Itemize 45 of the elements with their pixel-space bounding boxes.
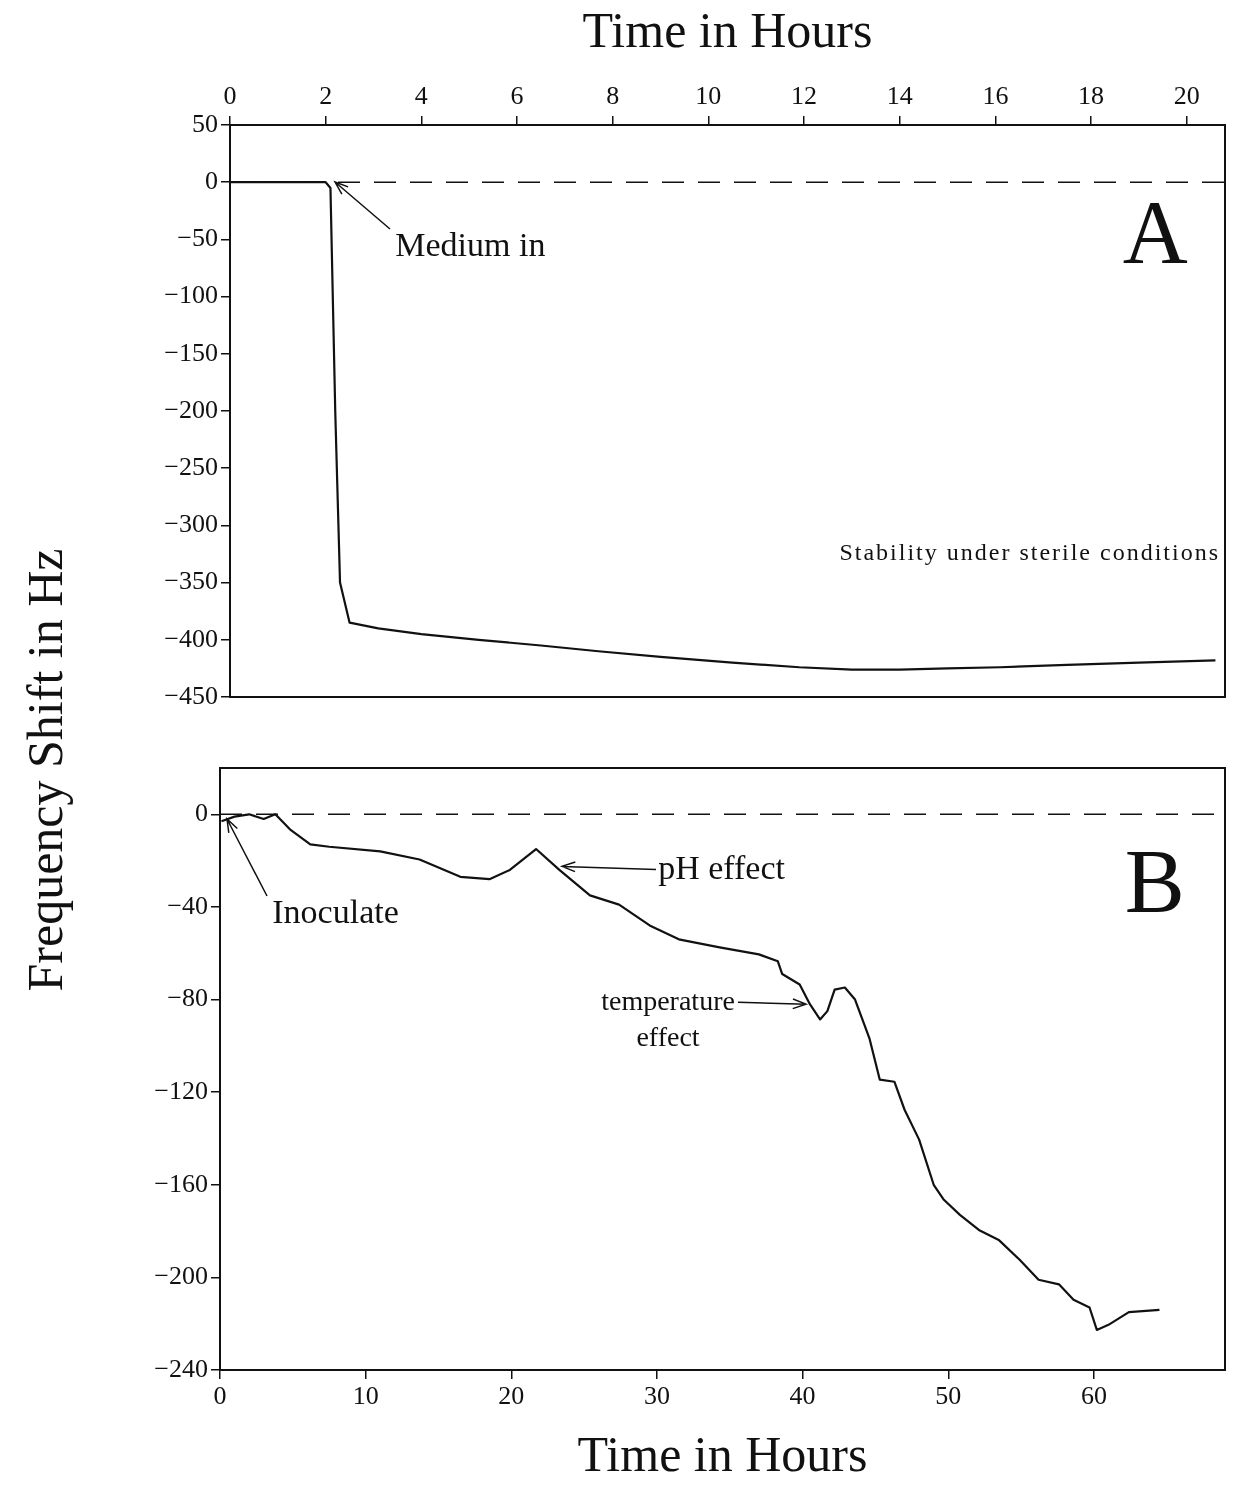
x-tick-label: 4: [414, 81, 428, 111]
annotation: Inoculate: [272, 892, 399, 930]
x-tick-label: 14: [886, 81, 913, 111]
y-axis-title: Frequency Shift in Hz: [16, 548, 74, 992]
annotation: temperature effect: [601, 984, 735, 1052]
y-tick-label: −200: [164, 394, 218, 424]
x-tick-label: 16: [982, 81, 1009, 111]
y-tick-label: −120: [154, 1075, 208, 1105]
x2-axis-title: Time in Hours: [582, 2, 873, 59]
y-tick-label: −400: [164, 623, 218, 653]
x-tick-label: 40: [789, 1381, 816, 1411]
y-tick-label: −350: [164, 566, 218, 596]
x-tick-label: 20: [1173, 81, 1200, 111]
x-tick-label: 2: [319, 81, 333, 111]
x-tick-label: 18: [1078, 81, 1105, 111]
y-tick-label: −200: [154, 1261, 208, 1291]
y-tick-label: −100: [164, 280, 218, 310]
y-tick-label: 0: [195, 798, 208, 828]
y-tick-label: −40: [167, 890, 208, 920]
y-tick-label: −450: [164, 680, 218, 710]
y-tick-label: 0: [205, 166, 218, 196]
annotation: pH effect: [658, 848, 786, 886]
x-tick-label: 12: [791, 81, 818, 111]
y-tick-label: −240: [154, 1353, 208, 1383]
x-axis-title: Time in Hours: [577, 1426, 868, 1483]
x-tick-label: 10: [352, 1381, 379, 1411]
y-tick-label: 50: [192, 108, 218, 138]
y-tick-label: −150: [164, 337, 218, 367]
y-tick-label: −80: [167, 983, 208, 1013]
annotation: A: [1122, 183, 1188, 283]
y-tick-label: −300: [164, 509, 218, 539]
annotation: Stability under sterile conditions: [839, 539, 1221, 566]
x-tick-label: 0: [223, 81, 237, 111]
x-tick-label: 20: [498, 1381, 525, 1411]
y-tick-label: −50: [177, 223, 218, 253]
x-tick-label: 50: [935, 1381, 962, 1411]
annotation: B: [1124, 832, 1185, 932]
x-tick-label: 6: [510, 81, 524, 111]
y-tick-label: −250: [164, 452, 218, 482]
x-tick-label: 60: [1080, 1381, 1107, 1411]
x-tick-label: 8: [606, 81, 620, 111]
y-tick-label: −160: [154, 1168, 208, 1198]
annotation: Medium in: [395, 226, 546, 264]
x-tick-label: 30: [643, 1381, 670, 1411]
x-tick-label: 10: [695, 81, 722, 111]
